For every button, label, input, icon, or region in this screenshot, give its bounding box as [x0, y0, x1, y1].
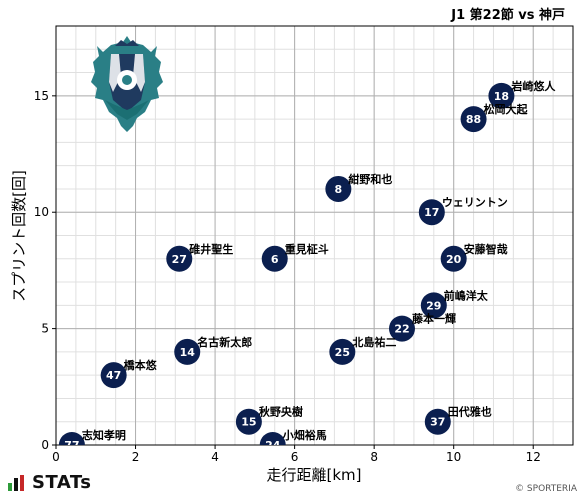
player-point: 6 重見柾斗 — [261, 242, 329, 272]
player-number: 29 — [426, 299, 441, 312]
plot-frame — [55, 25, 574, 446]
player-marker — [235, 408, 262, 435]
x-tick-label: 12 — [526, 450, 541, 464]
player-marker — [424, 408, 451, 435]
player-name-label: 碓井聖生 — [189, 242, 233, 256]
player-name-label: 松岡大起 — [484, 102, 529, 116]
player-name-label: 志知孝明 — [82, 428, 126, 442]
y-axis-label: スプリント回数[回] — [10, 170, 28, 302]
player-name-label: 藤本一輝 — [412, 312, 456, 326]
player-number: 22 — [394, 323, 409, 336]
player-marker — [325, 175, 352, 202]
player-name-label: 北島祐二 — [352, 335, 396, 349]
player-marker — [460, 106, 487, 133]
y-tick-label: 0 — [41, 438, 49, 452]
player-name-label: ウェリントン — [442, 196, 508, 209]
player-name-label: 小畑裕馬 — [282, 428, 327, 442]
player-number: 47 — [106, 369, 121, 382]
player-number: 20 — [446, 253, 462, 266]
x-tick-label: 4 — [211, 450, 219, 464]
player-name-label: 重見柾斗 — [285, 242, 329, 256]
player-point: 8 紺野和也 — [325, 172, 392, 202]
player-number: 18 — [494, 90, 509, 103]
x-tick-label: 6 — [291, 450, 299, 464]
player-name-label: 橋本悠 — [124, 358, 158, 372]
player-marker — [420, 292, 447, 319]
player-number: 14 — [180, 346, 196, 359]
player-marker — [174, 338, 201, 365]
player-marker — [329, 338, 356, 365]
stats-logo: STATs — [8, 472, 91, 493]
player-number: 17 — [424, 206, 439, 219]
player-name-label: 安藤智哉 — [464, 242, 508, 256]
stats-bars-icon — [8, 474, 24, 491]
player-number: 15 — [241, 416, 256, 429]
player-number: 88 — [466, 113, 481, 126]
player-number: 24 — [265, 439, 281, 452]
player-number: 27 — [172, 253, 187, 266]
player-marker — [166, 245, 193, 272]
x-tick-label: 2 — [132, 450, 140, 464]
data-points: 18岩崎悠人88松岡大起8紺野和也17ウェリントン27碓井聖生6重見柾斗20安藤… — [58, 79, 556, 452]
x-tick-label: 10 — [446, 450, 461, 464]
team-emblem-icon — [91, 36, 163, 132]
player-marker — [100, 362, 127, 389]
player-marker — [261, 245, 288, 272]
player-name-label: 田代雅也 — [448, 405, 492, 419]
player-marker — [259, 432, 286, 445]
y-tick-label: 15 — [34, 89, 49, 103]
x-axis-label: 走行距離[km] — [266, 466, 361, 484]
player-number: 8 — [335, 183, 343, 196]
player-name-label: 岩崎悠人 — [510, 79, 556, 93]
y-tick-label: 10 — [34, 205, 49, 219]
brand-name: STATs — [32, 472, 92, 493]
player-number: 77 — [64, 439, 79, 452]
player-number: 25 — [335, 346, 350, 359]
x-tick-label: 0 — [52, 450, 60, 464]
player-marker — [58, 432, 85, 445]
copyright: © SPORTERIA — [515, 484, 577, 494]
y-tick-label: 5 — [41, 322, 49, 336]
player-marker — [440, 245, 467, 272]
player-name-label: 前嶋洋太 — [444, 288, 489, 302]
player-number: 37 — [430, 416, 445, 429]
match-title: J1 第22節 vs 神戸 — [451, 8, 565, 23]
player-marker — [418, 199, 445, 226]
x-tick-label: 8 — [370, 450, 378, 464]
player-name-label: 紺野和也 — [348, 172, 392, 186]
player-number: 6 — [271, 253, 279, 266]
player-name-label: 秋野央樹 — [259, 405, 303, 419]
player-marker — [388, 315, 415, 342]
player-name-label: 名古新太郎 — [197, 335, 252, 349]
player-marker — [488, 82, 515, 109]
